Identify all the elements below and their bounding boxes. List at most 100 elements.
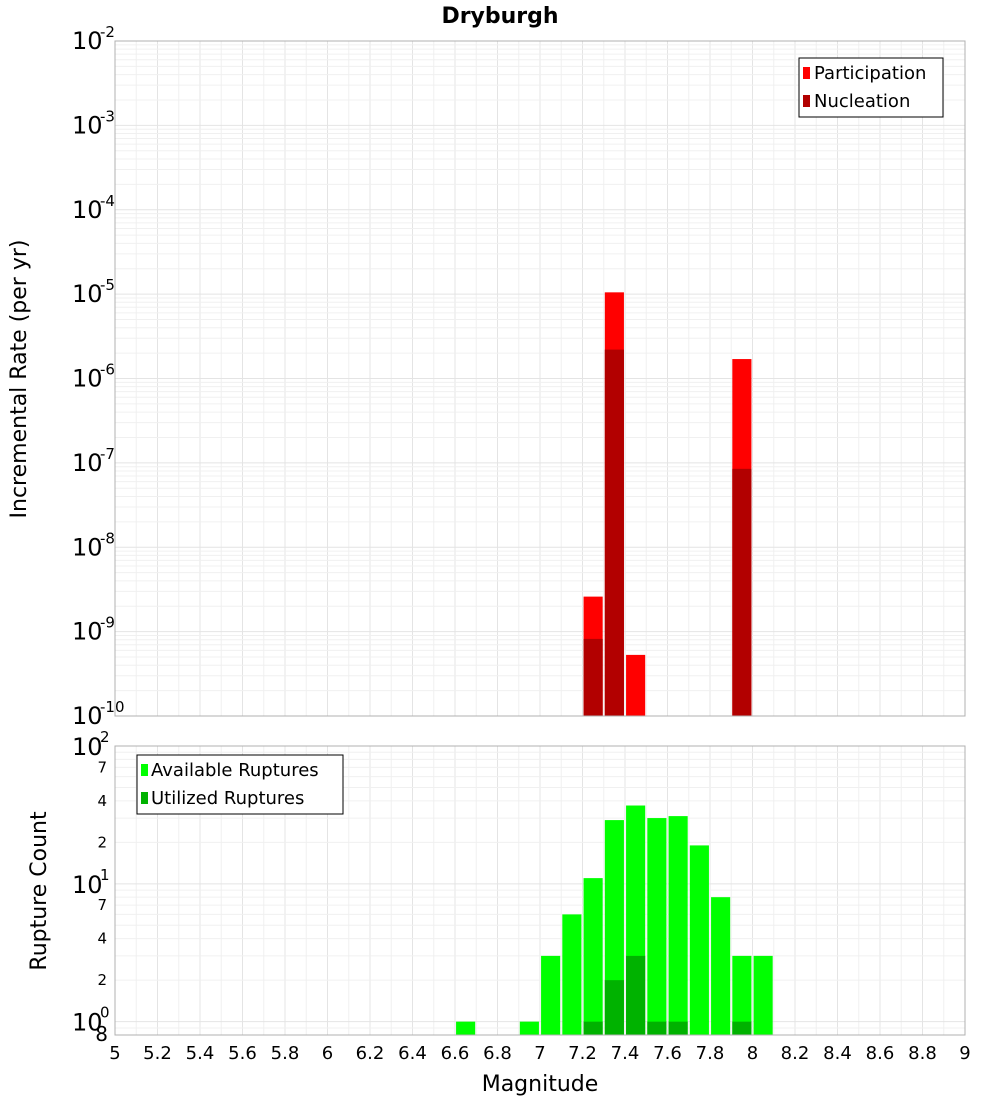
x-tick-label: 9 <box>959 1043 970 1064</box>
legend-swatch <box>141 792 148 804</box>
y-minor-tick-label: 2 <box>97 833 107 851</box>
svg-text:-8: -8 <box>100 529 115 547</box>
y-tick-label: 10-6 <box>72 361 115 393</box>
rate-y-axis-label: Incremental Rate (per yr) <box>7 240 32 519</box>
y-tick-label: 10-9 <box>72 614 115 646</box>
x-tick-label: 6 <box>322 1043 333 1064</box>
y-minor-tick-label: 8 <box>95 1022 108 1046</box>
utilized-ruptures-bar <box>647 1021 667 1035</box>
svg-text:10: 10 <box>72 702 103 730</box>
x-tick-label: 7.4 <box>611 1043 640 1064</box>
utilized-ruptures-bar <box>732 1021 752 1035</box>
svg-text:10: 10 <box>72 196 103 224</box>
rate-plot-grid <box>114 40 966 717</box>
y-minor-tick-label: 2 <box>97 971 107 989</box>
svg-text:-6: -6 <box>100 361 115 379</box>
x-tick-label: 7.6 <box>653 1043 682 1064</box>
count-plot-bars <box>456 805 773 1035</box>
legend-entry: Participation <box>814 63 926 84</box>
y-tick-label: 10-8 <box>72 529 115 561</box>
y-tick-label: 10-2 <box>72 23 115 55</box>
x-tick-label: 7 <box>534 1043 545 1064</box>
x-tick-label: 5 <box>109 1043 120 1064</box>
y-minor-tick-label: 7 <box>97 758 107 776</box>
available-ruptures-bar <box>689 845 709 1035</box>
legend-entry: Utilized Ruptures <box>151 788 304 809</box>
svg-text:10: 10 <box>72 733 103 761</box>
chart-title: Dryburgh <box>441 4 558 29</box>
y-tick-label: 102 <box>72 728 110 761</box>
svg-text:-7: -7 <box>100 445 115 463</box>
x-tick-label: 8.4 <box>823 1043 852 1064</box>
available-ruptures-bar <box>583 878 603 1035</box>
y-minor-tick-label: 4 <box>97 930 107 948</box>
legend-box <box>136 754 344 815</box>
utilized-ruptures-bar <box>668 1021 688 1035</box>
svg-text:10: 10 <box>72 1009 103 1037</box>
available-ruptures-bar <box>647 818 667 1035</box>
x-tick-label: 6.4 <box>398 1043 427 1064</box>
svg-text:0: 0 <box>100 1004 110 1022</box>
rate-plot-bars <box>583 292 752 716</box>
svg-text:-2: -2 <box>100 23 115 41</box>
svg-text:-10: -10 <box>100 698 125 716</box>
available-ruptures-bar <box>668 816 688 1035</box>
nucleation-bar <box>732 468 752 716</box>
nucleation-bar <box>583 638 603 716</box>
y-tick-label: 10-3 <box>72 107 115 139</box>
x-tick-label: 8 <box>747 1043 758 1064</box>
x-tick-label: 6.6 <box>441 1043 470 1064</box>
available-ruptures-bar <box>562 914 582 1035</box>
count-plot-frame <box>114 745 966 1036</box>
x-tick-label: 5.2 <box>143 1043 172 1064</box>
available-ruptures-bar <box>519 1021 539 1035</box>
legend-swatch <box>141 764 148 776</box>
svg-text:1: 1 <box>100 866 110 884</box>
svg-text:10: 10 <box>72 618 103 646</box>
y-tick-label: 10-5 <box>72 276 115 308</box>
x-axis-label: Magnitude <box>482 1072 599 1097</box>
y-tick-label: 100 <box>72 1004 110 1037</box>
y-tick-label: 10-7 <box>72 445 115 477</box>
x-tick-label: 8.8 <box>908 1043 937 1064</box>
rate-legend: Participation Nucleation <box>798 57 944 118</box>
svg-text:10: 10 <box>72 365 103 393</box>
svg-text:10: 10 <box>72 27 103 55</box>
available-ruptures-bar <box>456 1021 476 1035</box>
available-ruptures-bar <box>711 897 731 1035</box>
svg-text:-4: -4 <box>100 192 115 210</box>
y-minor-tick-label: 7 <box>97 896 107 914</box>
utilized-ruptures-bar <box>626 955 646 1035</box>
participation-bar <box>626 654 646 716</box>
x-tick-label: 8.2 <box>781 1043 810 1064</box>
legend-entry: Available Ruptures <box>151 760 319 781</box>
x-tick-label: 5.6 <box>228 1043 257 1064</box>
magnitude-x-axis-ticks: 5 5.2 5.4 5.6 5.8 6 6.2 6.4 6.6 6.8 7 7.2 7.4 7.6 7.8 8… <box>109 1043 970 1064</box>
y-tick-label: 101 <box>72 866 110 899</box>
svg-text:10: 10 <box>72 871 103 899</box>
legend-entry: Nucleation <box>814 91 910 112</box>
y-tick-label: 10-4 <box>72 192 115 224</box>
available-ruptures-bar <box>541 955 561 1035</box>
x-tick-label: 6.8 <box>483 1043 512 1064</box>
nucleation-bar <box>604 349 624 716</box>
utilized-ruptures-bar <box>604 980 624 1035</box>
x-tick-label: 6.2 <box>356 1043 385 1064</box>
available-ruptures-bar <box>753 955 773 1035</box>
svg-text:-3: -3 <box>100 107 115 125</box>
utilized-ruptures-bar <box>583 1021 603 1035</box>
x-tick-label: 7.8 <box>696 1043 725 1064</box>
svg-text:10: 10 <box>72 111 103 139</box>
y-minor-tick-label: 4 <box>97 792 107 810</box>
svg-text:-9: -9 <box>100 614 115 632</box>
rate-plot-frame <box>114 40 966 717</box>
svg-text:2: 2 <box>100 728 110 746</box>
x-tick-label: 7.2 <box>568 1043 597 1064</box>
y-tick-label: 10-10 <box>72 698 125 730</box>
svg-text:10: 10 <box>72 280 103 308</box>
count-legend: Available Ruptures Utilized Ruptures <box>136 754 344 815</box>
x-tick-label: 5.4 <box>186 1043 215 1064</box>
